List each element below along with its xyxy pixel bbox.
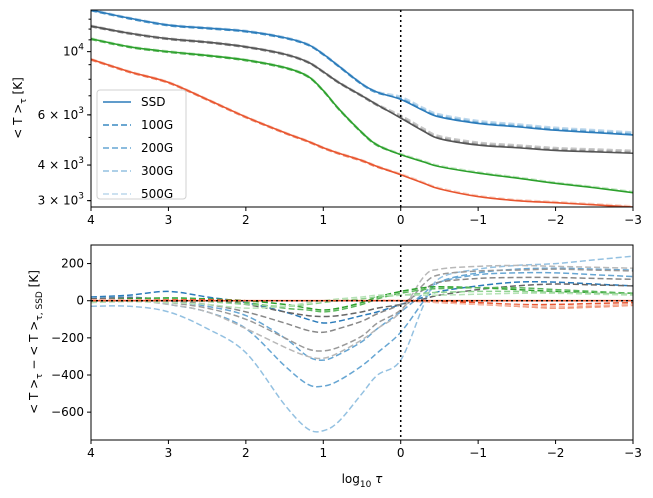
top-x-tick-label: −1 bbox=[469, 213, 487, 227]
legend-label-300g: 300G bbox=[141, 164, 173, 178]
bottom-x-tick-label: −2 bbox=[547, 446, 565, 460]
top-x-tick-label: 0 bbox=[397, 213, 405, 227]
bottom-x-tick-label: 2 bbox=[242, 446, 250, 460]
top-x-tick-label: −2 bbox=[547, 213, 565, 227]
bottom-y-axis-label: < T >τ − < T >τ, SSD [K] bbox=[27, 270, 45, 414]
top-series-group bbox=[91, 10, 633, 207]
legend-label-100g: 100G bbox=[141, 118, 173, 132]
bottom-series-green-500g bbox=[91, 292, 633, 309]
bottom-y-tick-label: −600 bbox=[51, 405, 84, 419]
bottom-series-green-300g bbox=[91, 290, 633, 308]
bottom-x-tick-label: 0 bbox=[397, 446, 405, 460]
bottom-series-blue-300g bbox=[91, 267, 633, 388]
top-y-axis-label: < T >τ [K] bbox=[11, 77, 29, 139]
top-y-tick-label: 3 × 103 bbox=[38, 192, 84, 208]
bottom-x-tick-label: −3 bbox=[624, 446, 642, 460]
top-y-tick-label: 104 bbox=[63, 43, 84, 59]
bottom-y-tick-label: −200 bbox=[51, 331, 84, 345]
bottom-series-blue-200g bbox=[91, 271, 633, 361]
top-x-tick-label: 2 bbox=[242, 213, 250, 227]
top-x-tick-label: −3 bbox=[624, 213, 642, 227]
top-x-tick-label: 1 bbox=[319, 213, 327, 227]
top-y-tick-label: 6 × 103 bbox=[38, 106, 84, 122]
legend-box bbox=[96, 89, 187, 200]
bottom-x-axis-label: log10 τ bbox=[342, 472, 384, 490]
bottom-series-blue-100g bbox=[91, 281, 633, 324]
top-y-tick-label: 4 × 103 bbox=[38, 156, 84, 172]
bottom-x-tick-label: −1 bbox=[469, 446, 487, 460]
bottom-series-green-200g bbox=[91, 286, 633, 313]
bottom-series-group bbox=[91, 255, 633, 433]
top-panel: 4 3 2 1 0 −1 −2 −3 104 6 × 103 4 × 103 3 × 103 < T… bbox=[11, 9, 642, 227]
bottom-x-tick-label: 1 bbox=[319, 446, 327, 460]
bottom-x-tick-label: 3 bbox=[165, 446, 173, 460]
legend-label-500g: 500G bbox=[141, 187, 173, 201]
legend-label-200g: 200G bbox=[141, 141, 173, 155]
top-x-ticks: 4 3 2 1 0 −1 −2 −3 bbox=[87, 207, 642, 227]
top-x-tick-label: 4 bbox=[87, 213, 95, 227]
top-axes-frame bbox=[90, 9, 634, 208]
bottom-series-green-100g bbox=[91, 286, 633, 311]
top-series-blue-ssd bbox=[91, 10, 633, 136]
bottom-x-ticks: 4 3 2 1 0 −1 −2 −3 bbox=[87, 440, 642, 460]
bottom-x-tick-label: 4 bbox=[87, 446, 95, 460]
top-x-tick-label: 3 bbox=[165, 213, 173, 227]
bottom-y-tick-label: −400 bbox=[51, 368, 84, 382]
top-series-green-ssd bbox=[91, 37, 633, 194]
bottom-axes-frame bbox=[90, 244, 634, 441]
bottom-series-grey-200g bbox=[91, 276, 633, 334]
bottom-series-grey-300g bbox=[91, 268, 633, 352]
bottom-y-ticks: 200 0 −200 −400 −600 bbox=[51, 257, 91, 419]
bottom-y-tick-label: 0 bbox=[76, 294, 84, 308]
bottom-series-grey-500g bbox=[91, 264, 633, 360]
legend: SSD 100G 200G 300G 500G bbox=[96, 89, 187, 201]
bottom-panel: 4 3 2 1 0 −1 −2 −3 200 0 −200 −400 −600 < T >τ − < … bbox=[27, 244, 642, 490]
top-y-ticks: 104 6 × 103 4 × 103 3 × 103 bbox=[38, 18, 91, 208]
legend-label-ssd: SSD bbox=[141, 95, 165, 109]
bottom-series-blue-500g bbox=[91, 255, 633, 433]
top-series-red-ssd bbox=[91, 58, 633, 207]
top-series-grey-ssd bbox=[91, 25, 633, 155]
bottom-y-tick-label: 200 bbox=[61, 257, 84, 271]
bottom-series-grey-100g bbox=[91, 283, 633, 318]
